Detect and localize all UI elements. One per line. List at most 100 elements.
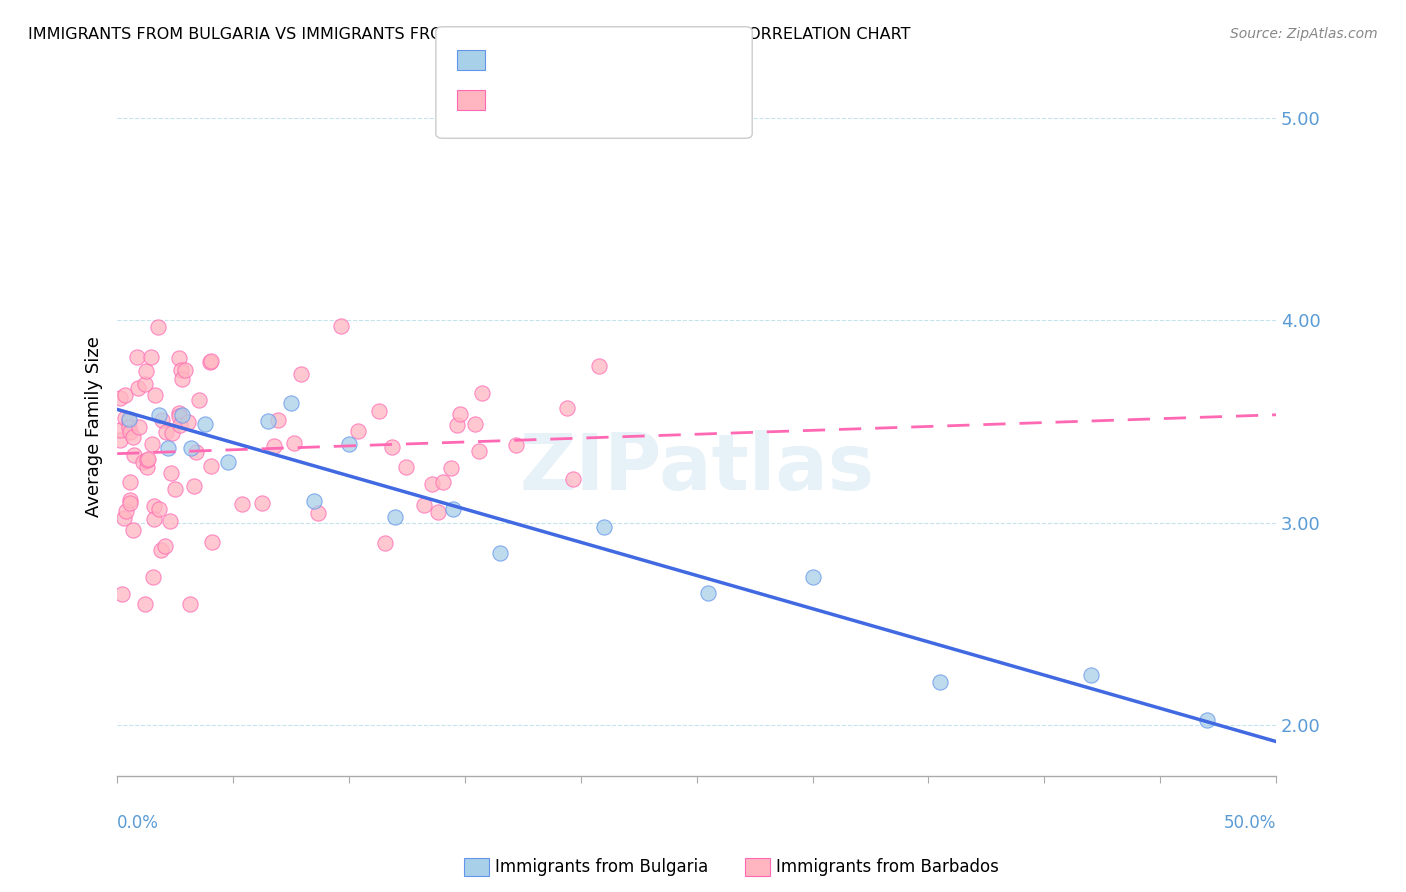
Point: [134, 376, 156, 391]
Point: [200, 354, 222, 368]
Text: IMMIGRANTS FROM BULGARIA VS IMMIGRANTS FROM BARBADOS AVERAGE FAMILY SIZE CORRELA: IMMIGRANTS FROM BULGARIA VS IMMIGRANTS F…: [28, 27, 911, 42]
Point: [132, 455, 155, 469]
Point: [169, 418, 191, 433]
Point: [468, 444, 491, 458]
Text: Immigrants from Bulgaria: Immigrants from Bulgaria: [495, 858, 709, 876]
Point: [432, 475, 454, 490]
Point: [172, 409, 194, 423]
Point: [329, 318, 352, 333]
Point: [162, 425, 184, 440]
Point: [307, 506, 329, 520]
Point: [118, 425, 141, 440]
Text: Source: ZipAtlas.com: Source: ZipAtlas.com: [1230, 27, 1378, 41]
Point: [194, 417, 217, 432]
Text: 0.0%: 0.0%: [117, 814, 159, 832]
Point: [136, 451, 159, 466]
Point: [117, 414, 139, 428]
Point: [302, 493, 325, 508]
Point: [143, 388, 166, 402]
Point: [283, 436, 305, 450]
Point: [115, 504, 138, 518]
Point: [395, 459, 418, 474]
Point: [464, 417, 486, 431]
Point: [112, 510, 135, 524]
Point: [231, 497, 253, 511]
Point: [413, 498, 436, 512]
Point: [122, 430, 145, 444]
Point: [159, 514, 181, 528]
Point: [280, 396, 302, 410]
Point: [174, 363, 197, 377]
Point: [263, 438, 285, 452]
Text: Immigrants from Barbados: Immigrants from Barbados: [776, 858, 1000, 876]
Point: [441, 502, 464, 516]
Point: [555, 401, 578, 416]
Point: [449, 407, 471, 421]
Point: [157, 441, 180, 455]
Point: [120, 496, 142, 510]
Point: [186, 445, 208, 459]
Point: [143, 512, 166, 526]
Point: [200, 458, 222, 473]
Point: [177, 415, 200, 429]
Point: [155, 425, 177, 439]
Point: [141, 351, 163, 365]
Point: [118, 411, 141, 425]
Y-axis label: Average Family Size: Average Family Size: [86, 336, 103, 516]
Point: [257, 414, 280, 428]
Point: [120, 492, 142, 507]
Point: [127, 381, 149, 395]
Point: [801, 570, 824, 584]
Point: [165, 482, 187, 496]
Point: [367, 404, 389, 418]
Point: [426, 505, 449, 519]
Point: [148, 408, 170, 422]
Point: [136, 452, 159, 467]
Point: [136, 459, 159, 474]
Point: [1080, 668, 1102, 682]
Point: [135, 364, 157, 378]
Text: R = -0.702  N = 20: R = -0.702 N = 20: [494, 51, 638, 65]
Point: [170, 372, 193, 386]
Point: [346, 424, 368, 438]
Point: [150, 542, 173, 557]
Point: [141, 437, 163, 451]
Point: [121, 523, 143, 537]
Point: [118, 420, 141, 434]
Point: [471, 386, 494, 401]
Point: [179, 597, 201, 611]
Point: [125, 350, 148, 364]
Point: [337, 436, 360, 450]
Point: [374, 536, 396, 550]
Text: R = -0.032  N = 86: R = -0.032 N = 86: [494, 91, 638, 105]
Point: [1195, 713, 1218, 727]
Point: [108, 423, 131, 437]
Point: [198, 355, 221, 369]
Point: [111, 587, 134, 601]
Point: [440, 460, 463, 475]
Point: [505, 438, 527, 452]
Point: [153, 539, 176, 553]
Point: [380, 440, 402, 454]
Point: [561, 472, 583, 486]
Point: [167, 406, 190, 420]
Point: [183, 479, 205, 493]
Point: [142, 570, 165, 584]
Point: [167, 351, 190, 366]
Point: [420, 477, 443, 491]
Point: [252, 496, 274, 510]
Point: [150, 413, 173, 427]
Point: [118, 475, 141, 489]
Point: [290, 367, 312, 381]
Point: [148, 319, 170, 334]
Point: [929, 674, 952, 689]
Point: [148, 501, 170, 516]
Point: [108, 391, 131, 405]
Point: [588, 359, 610, 373]
Point: [114, 410, 136, 425]
Point: [488, 545, 510, 559]
Point: [201, 535, 224, 549]
Point: [159, 466, 181, 480]
Point: [217, 455, 239, 469]
Point: [384, 510, 406, 524]
